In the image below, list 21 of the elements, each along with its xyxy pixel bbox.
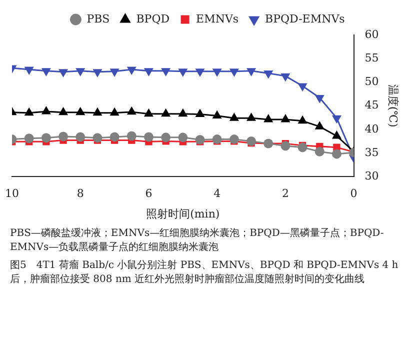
x-tick-label: 8 — [76, 187, 84, 200]
y-tick-label: 50 — [364, 75, 379, 88]
y-tick-label: 30 — [364, 169, 379, 182]
legend-label: BPQD-EMNVs — [265, 12, 346, 26]
legend-label: BPQD — [136, 12, 170, 26]
y-tick-label: 60 — [364, 28, 379, 41]
text: PBS—磷酸盐缓冲液；EMNVs—红细胞膜纳米囊泡；BPQD—黑磷量子点；BPQD-EMNVs—负载黑磷量子点的红细胞膜纳米囊泡 — [10, 227, 385, 255]
x-tick-label: 4 — [214, 187, 221, 200]
y-axis-title: 温度(℃) — [386, 84, 400, 128]
legend-label: PBS — [86, 12, 110, 26]
y-tick-label: 45 — [364, 98, 379, 112]
y-tick-label: 55 — [364, 51, 379, 64]
x-tick-label: 6 — [145, 187, 152, 200]
y-tick-label: 40 — [364, 122, 379, 136]
x-axis-title: 照射时间(min) — [146, 207, 220, 220]
y-tick-label: 35 — [364, 146, 379, 159]
x-tick-label: 10 — [5, 187, 19, 200]
caption: 图5 4T1 荷瘤 Balb/c 小鼠分别注射 PBS、EMNVs、BPQD 和 BPQD-EMNVs 4 h 后，肿瘤部位接受 808 nm 近红外光照射时肿瘤部位温度随照射时间的变化曲线 — [10, 259, 399, 287]
legend-label: EMNVs — [196, 12, 239, 26]
x-tick-label: 2 — [282, 187, 289, 200]
x-tick-label: 0 — [350, 187, 358, 200]
